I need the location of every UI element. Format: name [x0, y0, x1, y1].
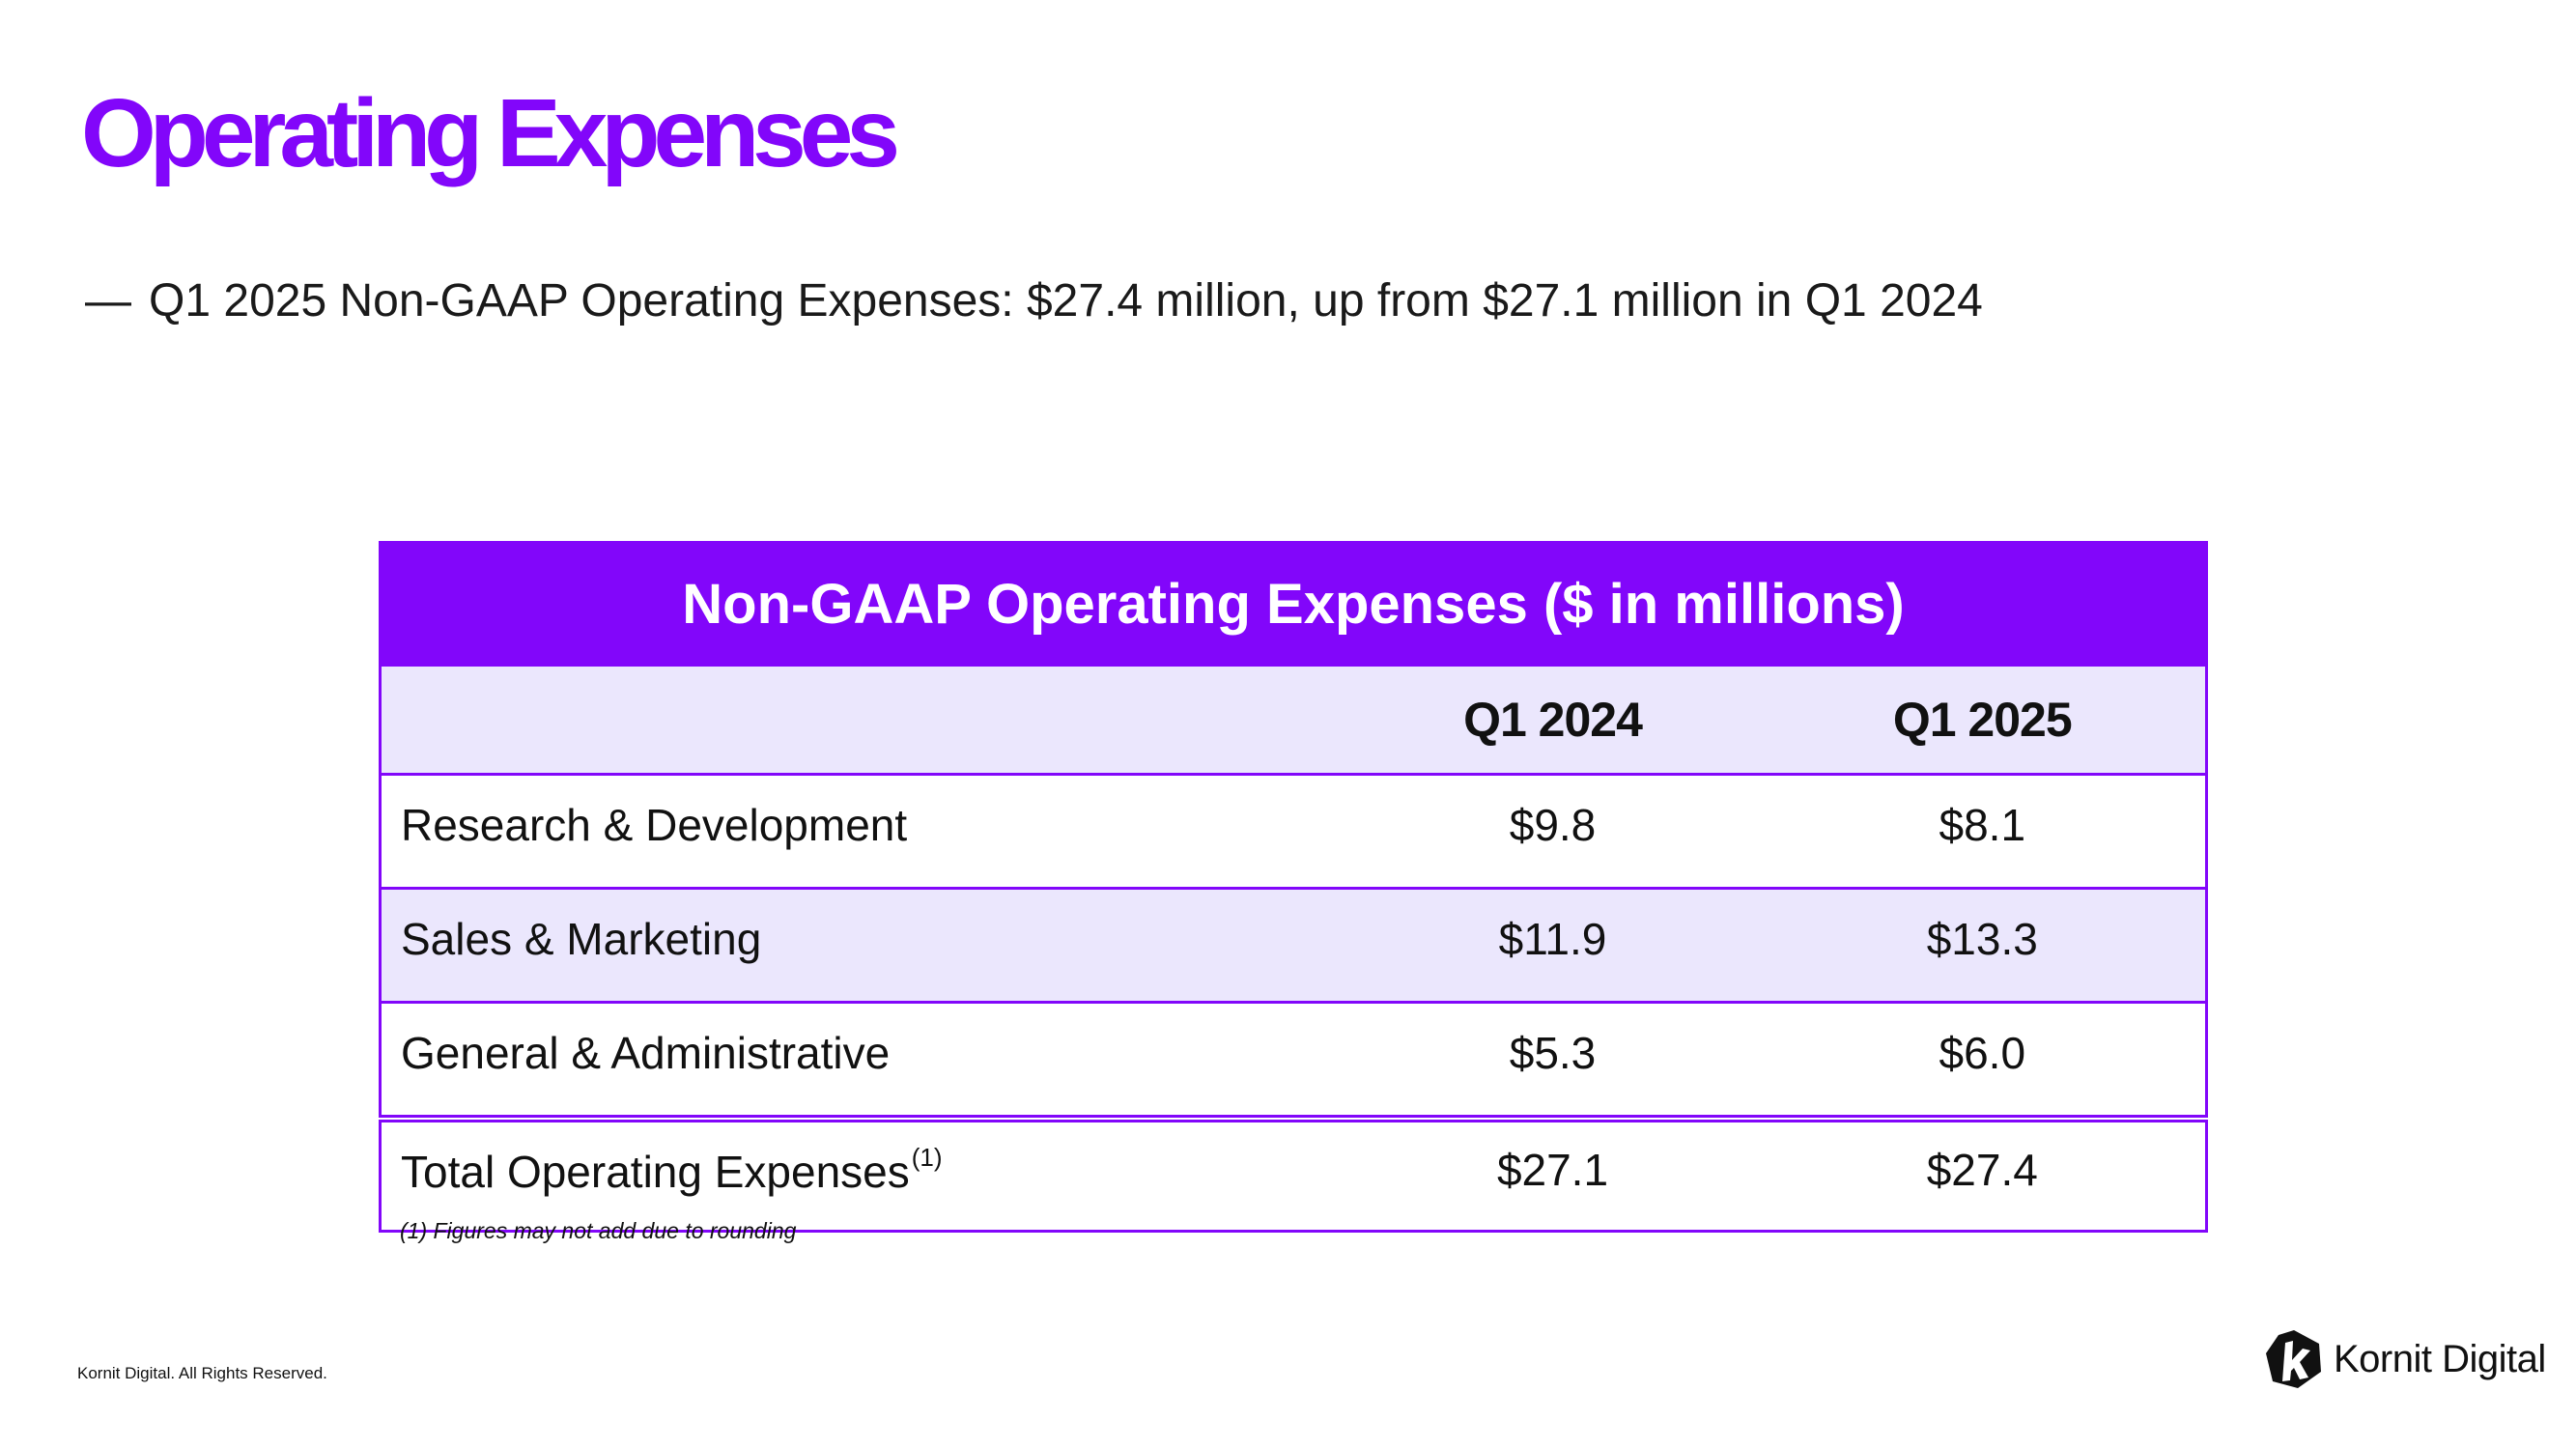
cell-q1-2024: $11.9	[1345, 887, 1760, 1004]
table-footnote: (1) Figures may not add due to rounding	[400, 1218, 797, 1243]
copyright-text: Kornit Digital. All Rights Reserved.	[77, 1364, 327, 1382]
cell-q1-2025: $13.3	[1759, 887, 2209, 1004]
row-label-sales-marketing: Sales & Marketing	[379, 887, 1346, 1004]
table-caption-row: Non-GAAP Operating Expenses ($ in millio…	[378, 541, 2209, 667]
table-row: General & Administrative $5.3 $6.0	[379, 1001, 2209, 1121]
cell-q1-2025: $6.0	[1759, 1001, 2209, 1121]
summary-bullet-text: Q1 2025 Non-GAAP Operating Expenses: $27…	[149, 275, 1983, 327]
total-label-text: Total Operating Expenses	[401, 1146, 910, 1197]
column-header-row: Q1 2024 Q1 2025	[379, 665, 2209, 776]
opex-table: Non-GAAP Operating Expenses ($ in millio…	[378, 541, 2209, 1233]
cell-q1-2025: $8.1	[1759, 773, 2209, 890]
table-row: Research & Development $9.8 $8.1	[379, 773, 2209, 890]
total-q1-2025: $27.4	[1759, 1115, 2209, 1233]
brand-name: Kornit Digital	[2334, 1337, 2546, 1380]
cell-q1-2024: $5.3	[1345, 1001, 1760, 1121]
total-row: Total Operating Expenses(1) $27.1 $27.4	[379, 1115, 2209, 1233]
summary-bullet: — Q1 2025 Non-GAAP Operating Expenses: $2…	[85, 278, 1983, 325]
cell-q1-2024: $9.8	[1345, 773, 1760, 890]
bullet-dash: —	[85, 275, 131, 327]
column-header-q1-2024: Q1 2024	[1345, 665, 1760, 776]
row-label-research-development: Research & Development	[379, 773, 1346, 890]
total-q1-2024: $27.1	[1345, 1115, 1760, 1233]
brand-logo: Kornit Digital	[2264, 1329, 2546, 1389]
column-header-label	[379, 665, 1346, 776]
footnote-marker: (1)	[911, 1142, 943, 1172]
kornit-k-logo-icon	[2266, 1330, 2321, 1388]
opex-table-container: Non-GAAP Operating Expenses ($ in millio…	[378, 541, 2209, 1233]
page-title: Operating Expenses	[81, 79, 900, 187]
table-caption: Non-GAAP Operating Expenses ($ in millio…	[378, 541, 2209, 667]
column-header-q1-2025: Q1 2025	[1759, 665, 2209, 776]
row-label-total: Total Operating Expenses(1)	[379, 1115, 1346, 1233]
row-label-general-administrative: General & Administrative	[379, 1001, 1346, 1121]
table-row: Sales & Marketing $11.9 $13.3	[379, 887, 2209, 1004]
